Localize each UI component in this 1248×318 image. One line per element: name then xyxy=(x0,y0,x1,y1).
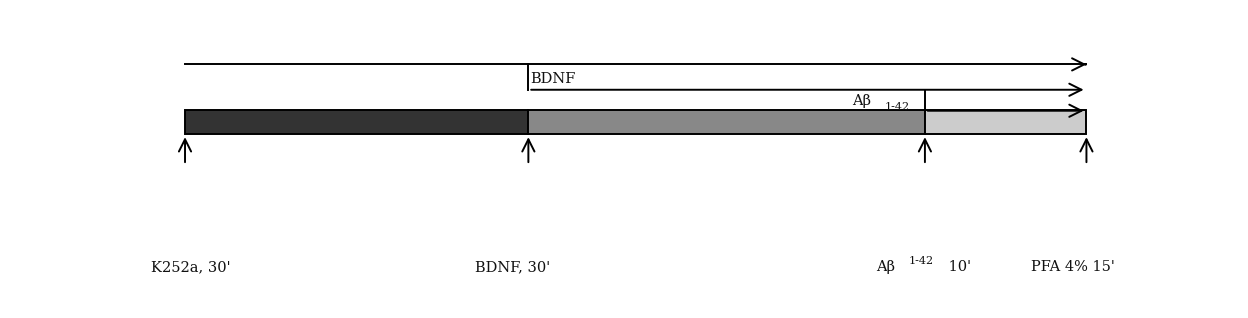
Text: Aβ: Aβ xyxy=(876,260,896,274)
Bar xyxy=(925,110,1087,134)
Bar xyxy=(528,110,925,134)
Text: BDNF: BDNF xyxy=(530,72,575,86)
Text: BDNF, 30': BDNF, 30' xyxy=(475,260,550,274)
Bar xyxy=(185,110,528,134)
Text: 1-42: 1-42 xyxy=(885,102,910,112)
Text: K252a, 30': K252a, 30' xyxy=(151,260,231,274)
Text: 10': 10' xyxy=(945,260,971,274)
Text: PFA 4% 15': PFA 4% 15' xyxy=(1031,260,1116,274)
Text: Aβ: Aβ xyxy=(852,94,871,108)
Text: 1-42: 1-42 xyxy=(909,256,934,266)
